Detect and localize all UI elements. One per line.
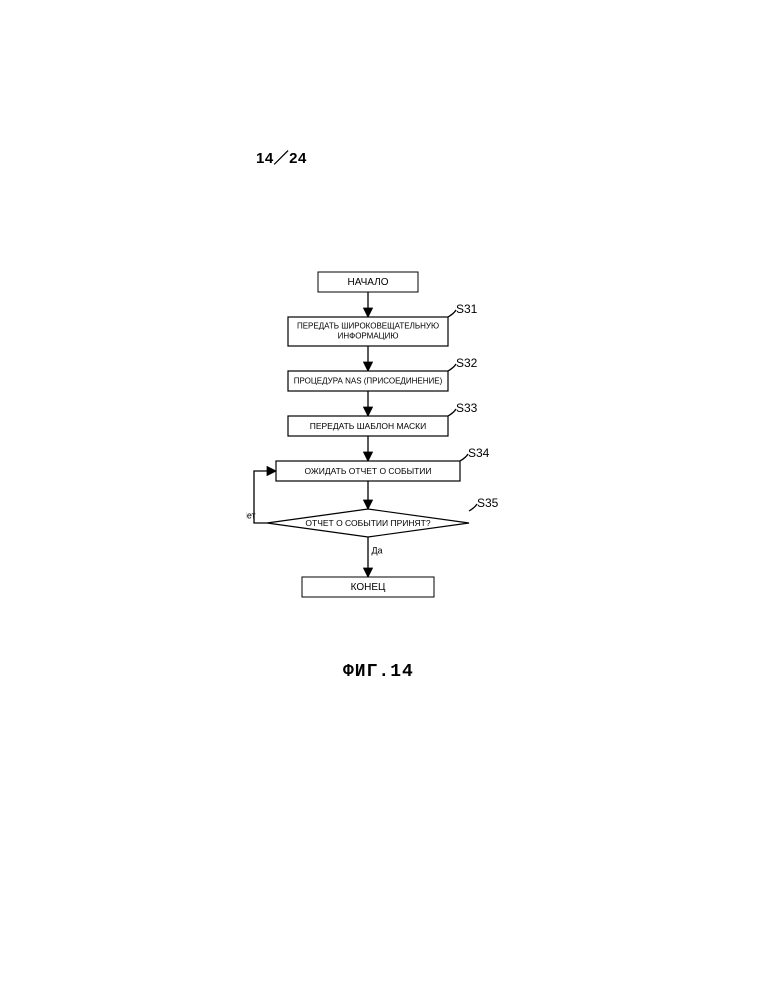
page-number-text: 14／24 — [256, 150, 307, 167]
flow-end-text: КОНЕЦ — [351, 582, 386, 593]
step-label-s31: S31 — [456, 302, 478, 316]
step-label-s33: S33 — [456, 401, 478, 415]
flow-s33-text: ПЕРЕДАТЬ ШАБЛОН МАСКИ — [310, 421, 427, 431]
page-number: 14／24 — [256, 147, 307, 168]
flow-s31-text: ИНФОРМАЦИЮ — [338, 332, 399, 341]
step-hook — [448, 364, 456, 371]
flow-s34-text: ОЖИДАТЬ ОТЧЕТ О СОБЫТИИ — [304, 466, 431, 476]
step-label-s34: S34 — [468, 446, 490, 460]
flow-s31-text: ПЕРЕДАТЬ ШИРОКОВЕЩАТЕЛЬНУЮ — [297, 322, 439, 331]
flow-start-text: НАЧАЛО — [347, 277, 388, 288]
step-hook — [448, 310, 456, 317]
flow-s35-text: ОТЧЕТ О СОБЫТИИ ПРИНЯТ? — [305, 518, 430, 528]
edge-label: Да — [371, 545, 382, 555]
step-label-s32: S32 — [456, 356, 478, 370]
figure-caption-text: ФИГ.14 — [343, 662, 414, 682]
flowchart: Да Нет НАЧАЛО ПЕРЕДАТЬ ШИРОКОВЕЩАТЕЛЬНУЮИНФ… — [246, 268, 546, 616]
edge-label: Нет — [246, 510, 256, 520]
step-hook — [460, 454, 468, 461]
flow-edge — [254, 471, 276, 523]
step-label-s35: S35 — [477, 496, 499, 510]
step-hook — [448, 409, 456, 416]
step-hook — [469, 504, 477, 511]
flow-s32-text: ПРОЦЕДУРА NAS (ПРИСОЕДИНЕНИЕ) — [294, 377, 443, 386]
figure-caption: ФИГ.14 — [343, 662, 414, 682]
